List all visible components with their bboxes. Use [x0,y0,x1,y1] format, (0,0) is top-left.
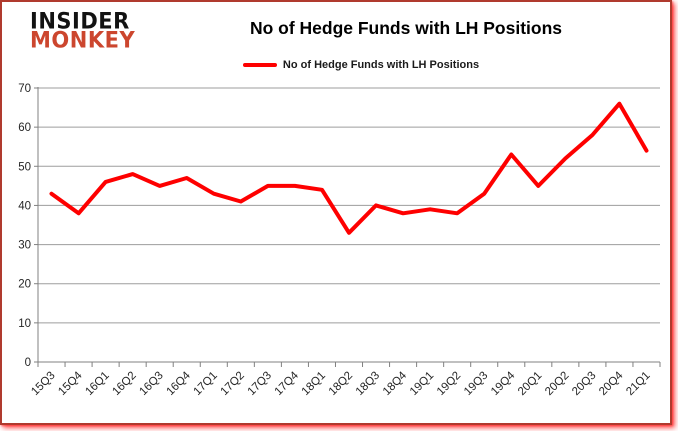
y-axis-tick-label: 70 [18,83,31,95]
x-axis-tick-label: 17Q4 [273,369,302,398]
logo-line-insider: INSIDER [30,8,130,34]
x-axis-tick-label: 21Q1 [624,370,652,398]
x-axis-tick-label: 15Q4 [56,369,85,398]
y-axis-tick-label: 40 [18,200,31,212]
x-axis-tick-label: 17Q1 [192,370,220,398]
y-axis-tick-label: 10 [18,318,31,330]
x-axis-tick-label: 20Q4 [597,369,626,398]
x-axis-tick-label: 19Q1 [408,370,436,398]
chart-window: INSIDER MONKEY No of Hedge Funds with LH… [0,0,672,425]
insider-monkey-logo: INSIDER MONKEY [30,8,136,53]
y-axis-tick-label: 30 [18,240,31,252]
x-axis-tick-label: 18Q2 [327,370,355,398]
y-axis-tick-label: 50 [18,161,31,173]
x-axis-tick-label: 18Q1 [300,370,328,398]
y-axis-tick-label: 0 [25,357,31,369]
x-axis-tick-label: 19Q4 [489,369,518,398]
chart-title: No of Hedge Funds with LH Positions [249,18,563,38]
x-axis-tick-label: 15Q3 [29,370,57,398]
x-axis-tick-label: 18Q3 [354,370,382,398]
x-axis-tick-label: 16Q1 [83,370,111,398]
x-axis-tick-label: 17Q3 [246,370,274,398]
x-axis-tick-label: 20Q2 [543,370,571,398]
x-axis-tick-label: 16Q3 [137,370,165,398]
x-axis-tick-label: 16Q2 [110,370,138,398]
x-axis-tick-label: 18Q4 [381,369,410,398]
chart-legend: No of Hedge Funds with LH Positions [62,59,660,71]
legend-label: No of Hedge Funds with LH Positions [282,59,480,71]
x-axis-tick-label: 16Q4 [164,369,193,398]
x-axis-tick-label: 17Q2 [219,370,247,398]
x-axis-tick-label: 20Q1 [516,370,544,398]
line-chart-plot-area: 01020304050607015Q315Q416Q116Q216Q316Q41… [18,83,661,398]
x-axis-tick-label: 19Q3 [462,370,490,398]
x-axis-tick-label: 20Q3 [570,370,598,398]
y-axis-tick-label: 20 [18,279,31,291]
logo-line-monkey: MONKEY [30,27,136,53]
x-axis-tick-label: 19Q2 [435,370,463,398]
data-line-series [49,101,649,235]
legend-line-swatch [242,63,277,67]
y-axis-tick-label: 60 [18,122,31,134]
